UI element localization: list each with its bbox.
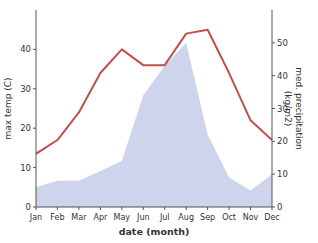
x-tick-label: Aug [178, 213, 194, 222]
y2-tick-label: 10 [277, 169, 288, 179]
x-tick-label: Nov [243, 213, 259, 222]
x-tick-label: Jun [136, 213, 150, 222]
y2-tick [272, 174, 275, 175]
y-tick [33, 88, 36, 89]
marks [36, 30, 272, 207]
x-tick [57, 207, 58, 210]
y-tick [33, 207, 36, 208]
temperature-line [36, 30, 272, 154]
y-tick-label: 20 [20, 123, 31, 133]
x-tick-label: Sep [200, 213, 215, 222]
x-tick-label: Feb [50, 213, 64, 222]
x-tick-label: Dec [264, 213, 279, 222]
y-axis-line [36, 10, 37, 207]
x-tick [164, 207, 165, 210]
x-tick-label: Oct [222, 213, 236, 222]
precipitation-area [36, 43, 272, 207]
x-tick-label: Jul [159, 213, 170, 222]
x-tick [143, 207, 144, 210]
x-tick [250, 207, 251, 210]
x-tick [186, 207, 187, 210]
x-tick-label: May [114, 213, 131, 222]
y2-tick [272, 108, 275, 109]
y-tick-label: 10 [20, 163, 31, 173]
x-tick [100, 207, 101, 210]
x-axis-line [36, 207, 272, 208]
chart-svg: JanFebMarAprMayJunJulAugSepOctNovDec0102… [0, 0, 318, 243]
y2-tick [272, 75, 275, 76]
y-tick [33, 167, 36, 168]
y2-tick [272, 141, 275, 142]
chart-container: JanFebMarAprMayJunJulAugSepOctNovDec0102… [0, 0, 318, 243]
y-tick-label: 30 [20, 84, 31, 94]
y-tick-label: 40 [20, 44, 31, 54]
y2-tick-label: 0 [277, 202, 282, 212]
y2-axis-label-line: med. precipitation [294, 67, 304, 149]
y2-axis-label-line: (kg/m2) [283, 91, 293, 126]
x-tick-label: Jan [29, 213, 42, 222]
x-tick-label: Apr [93, 213, 108, 222]
y2-tick-label: 20 [277, 136, 288, 146]
y2-tick [272, 207, 275, 208]
x-axis-label: date (month) [119, 226, 190, 237]
x-tick-label: Mar [71, 213, 87, 222]
x-tick [229, 207, 230, 210]
y2-tick-label: 50 [277, 38, 288, 48]
y-tick-label: 0 [26, 202, 31, 212]
x-tick [207, 207, 208, 210]
y-tick [33, 128, 36, 129]
y-tick [33, 49, 36, 50]
y2-tick [272, 42, 275, 43]
y2-tick-label: 40 [277, 71, 288, 81]
y-axis-label: max temp (C) [3, 77, 13, 139]
x-tick [78, 207, 79, 210]
x-tick [121, 207, 122, 210]
y2-axis-label: med. precipitation(kg/m2) [283, 67, 304, 149]
